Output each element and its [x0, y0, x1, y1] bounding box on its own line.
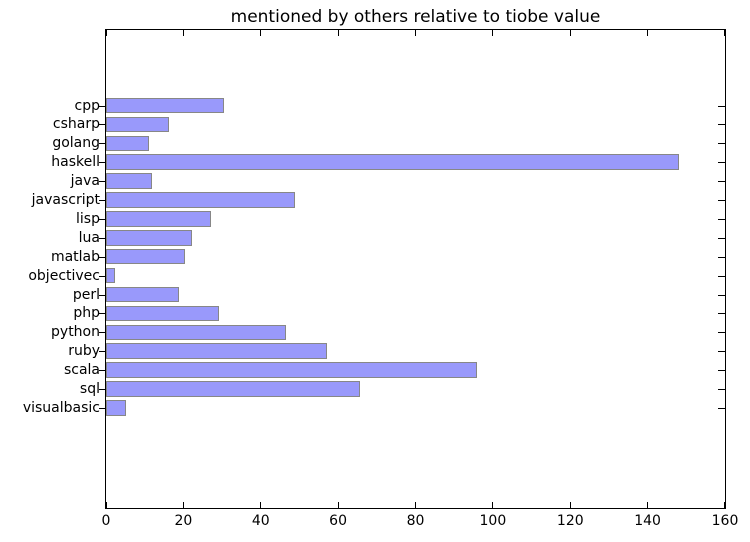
xtick-label-60: 60	[329, 513, 347, 529]
ytick-label-haskell: haskell	[51, 154, 100, 171]
ytick-label-perl: perl	[72, 286, 100, 303]
xtick-label-160: 160	[711, 513, 739, 529]
x-tick-top-20	[182, 30, 184, 36]
y-tick-right-haskell	[718, 162, 725, 164]
ytick-label-scala: scala	[63, 362, 100, 379]
ytick-label-javascript: javascript	[31, 192, 100, 208]
y-tick-left-sql	[99, 389, 105, 390]
y-tick-right-perl	[718, 294, 725, 296]
bar-objectivec	[106, 267, 115, 284]
x-tick-bottom-120	[569, 502, 571, 508]
y-tick-right-javascript	[718, 200, 725, 201]
ytick-label-cpp: cpp	[74, 97, 100, 114]
y-tick-left-perl	[99, 294, 105, 296]
bar-visualbasic	[106, 400, 127, 416]
y-tick-right-golang	[718, 143, 725, 145]
y-tick-left-ruby	[99, 351, 105, 353]
bar-php	[106, 305, 219, 322]
x-tick-bottom-20	[182, 502, 184, 508]
ytick-label-lua: lua	[78, 229, 100, 246]
x-tick-bottom-100	[492, 502, 494, 508]
xtick-label-0: 0	[101, 513, 111, 529]
x-tick-bottom-0	[106, 502, 107, 508]
y-tick-left-golang	[99, 143, 105, 145]
x-tick-top-40	[260, 30, 262, 36]
ytick-label-csharp: csharp	[52, 116, 100, 133]
y-tick-left-scala	[99, 370, 105, 372]
bar-java	[106, 173, 153, 189]
bar-lua	[106, 230, 192, 246]
y-tick-right-php	[718, 313, 725, 315]
ytick-label-golang: golang	[52, 135, 100, 152]
y-tick-left-visualbasic	[99, 407, 105, 409]
x-tick-bottom-80	[415, 502, 416, 508]
y-tick-right-java	[718, 181, 725, 183]
bar-lisp	[106, 211, 211, 227]
ytick-label-matlab: matlab	[50, 248, 100, 265]
y-tick-right-lua	[718, 237, 725, 239]
bar-sql	[106, 381, 360, 397]
y-tick-left-csharp	[99, 124, 105, 126]
xtick-label-80: 80	[406, 513, 425, 529]
x-tick-top-100	[492, 30, 494, 36]
y-tick-right-cpp	[718, 105, 725, 107]
xtick-label-20: 20	[174, 513, 193, 529]
y-tick-left-python	[99, 332, 105, 334]
x-tick-bottom-60	[337, 502, 339, 508]
ytick-label-ruby: ruby	[68, 343, 100, 360]
ytick-label-python: python	[51, 324, 100, 341]
bar-cpp	[106, 97, 224, 114]
y-tick-right-matlab	[718, 256, 725, 258]
y-tick-left-objectivec	[99, 275, 105, 277]
y-tick-right-lisp	[718, 218, 725, 220]
y-tick-right-csharp	[718, 124, 725, 126]
bar-matlab	[106, 248, 185, 265]
xtick-label-40: 40	[251, 513, 270, 529]
y-tick-left-lua	[99, 237, 105, 239]
chart-title: mentioned by others relative to tiobe va…	[230, 7, 601, 27]
xtick-label-100: 100	[479, 513, 507, 529]
x-tick-bottom-140	[647, 502, 649, 508]
bar-javascript	[106, 192, 295, 208]
bar-perl	[106, 286, 179, 303]
y-tick-left-lisp	[99, 218, 105, 220]
x-tick-bottom-40	[260, 502, 262, 508]
xtick-label-140: 140	[634, 513, 661, 529]
y-tick-right-sql	[718, 389, 725, 390]
y-tick-left-php	[99, 313, 105, 315]
y-tick-right-ruby	[718, 351, 725, 353]
y-tick-right-python	[718, 332, 725, 334]
x-tick-top-80	[415, 30, 416, 36]
xtick-label-120: 120	[556, 513, 584, 529]
ytick-label-php: php	[73, 305, 100, 322]
x-tick-top-0	[106, 30, 107, 36]
ytick-label-java: java	[70, 173, 100, 190]
y-tick-right-objectivec	[718, 275, 725, 277]
y-tick-left-haskell	[99, 162, 105, 164]
bar-scala	[106, 362, 477, 378]
bar-haskell	[106, 154, 680, 170]
bar-golang	[106, 135, 149, 151]
x-tick-top-140	[647, 30, 649, 36]
y-tick-left-javascript	[99, 200, 105, 201]
ytick-label-objectivec: objectivec	[28, 267, 100, 284]
plot-area	[105, 29, 726, 509]
y-tick-right-scala	[718, 370, 725, 372]
bar-csharp	[106, 116, 170, 133]
x-tick-bottom-160	[724, 502, 725, 508]
ytick-label-sql: sql	[79, 381, 100, 397]
bar-python	[106, 324, 286, 340]
x-tick-top-120	[569, 30, 571, 36]
y-tick-left-matlab	[99, 256, 105, 258]
x-tick-top-60	[337, 30, 339, 36]
y-tick-left-cpp	[99, 105, 105, 107]
ytick-label-lisp: lisp	[76, 210, 100, 227]
y-tick-left-java	[99, 181, 105, 183]
x-tick-top-160	[724, 30, 725, 36]
ytick-label-visualbasic: visualbasic	[22, 399, 100, 416]
bar-ruby	[106, 343, 327, 359]
y-tick-right-visualbasic	[718, 407, 725, 409]
